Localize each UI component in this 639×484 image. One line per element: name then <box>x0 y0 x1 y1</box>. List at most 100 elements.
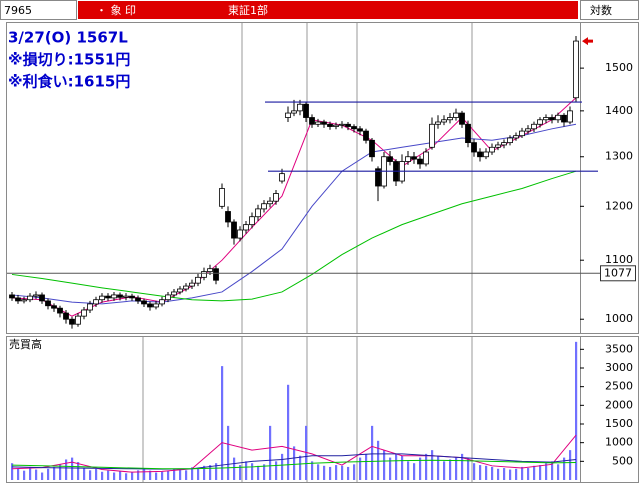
candle-body <box>363 130 369 141</box>
volume-bar <box>155 472 158 480</box>
y-tick-label: 1200 <box>605 199 633 212</box>
volume-bar <box>467 457 470 480</box>
volume-bar <box>11 463 14 480</box>
volume-bar <box>299 455 302 480</box>
volume-bar <box>53 466 56 480</box>
volume-bar <box>305 425 308 480</box>
volume-bar <box>29 466 32 480</box>
candle-body <box>489 146 495 153</box>
candle-body <box>339 123 345 126</box>
candle-body <box>189 282 195 287</box>
volume-bar <box>341 465 344 480</box>
moving-average <box>11 123 577 305</box>
volume-bar <box>371 425 374 480</box>
annotation: ※利食い:1615円 <box>8 73 130 91</box>
volume-bar <box>239 465 242 480</box>
y-tick-label: 500 <box>612 454 633 467</box>
volume-bar <box>449 459 452 480</box>
volume-bar <box>575 341 578 480</box>
candle-body <box>525 128 531 132</box>
volume-bar <box>221 366 224 480</box>
candle-body <box>111 294 117 299</box>
candle-body <box>267 200 273 205</box>
candle-body <box>129 295 135 299</box>
candle-body <box>117 294 123 298</box>
candle-body <box>333 124 339 127</box>
annotation: ※損切り:1551円 <box>8 51 130 69</box>
candle-body <box>141 300 147 305</box>
volume-bar <box>509 469 512 480</box>
volume-bar <box>419 457 422 480</box>
candle-body <box>375 168 381 187</box>
candle-body <box>9 294 15 299</box>
volume-bar <box>263 464 266 480</box>
candle-body <box>45 300 51 307</box>
volume-bar <box>443 461 446 480</box>
volume-bar <box>353 464 356 480</box>
candle-body <box>87 303 93 311</box>
candle-body <box>81 309 87 317</box>
candle-body <box>435 121 441 125</box>
volume-bar <box>485 465 488 480</box>
candle-body <box>99 295 105 301</box>
volume-bar <box>329 466 332 480</box>
candle-body <box>201 271 207 278</box>
candle-body <box>291 110 297 114</box>
volume-bar <box>257 465 260 480</box>
volume-bar <box>245 461 248 480</box>
moving-average <box>11 453 577 470</box>
candle-body <box>219 188 225 207</box>
volume-bar <box>107 470 110 480</box>
candle-body <box>309 117 315 125</box>
candle-body <box>105 295 111 299</box>
volume-bar <box>179 468 182 480</box>
candle-body <box>231 221 237 239</box>
candle-body <box>75 315 81 325</box>
volume-bar <box>251 463 254 480</box>
candle-body <box>567 110 573 123</box>
y-tick-label: 2500 <box>605 380 633 393</box>
volume-bar <box>191 467 194 480</box>
candle-body <box>33 294 39 297</box>
candle-body <box>513 135 519 139</box>
volume-bar <box>479 465 482 480</box>
candle-body <box>429 123 435 148</box>
volume-bar <box>197 468 200 480</box>
volume-bar <box>47 468 50 480</box>
volume-bar <box>101 471 104 480</box>
candle-body <box>165 294 171 301</box>
candle-body <box>207 268 213 272</box>
market: 東証1部 <box>228 3 268 17</box>
candle-body <box>63 312 69 320</box>
volume-bar <box>425 453 428 480</box>
y-tick-label: 1000 <box>605 436 633 449</box>
code-box <box>0 0 77 20</box>
candle-body <box>57 307 63 314</box>
volume-bar <box>323 465 326 480</box>
candle-body <box>159 299 165 305</box>
moving-average <box>11 434 577 473</box>
price-arrow <box>582 37 593 46</box>
volume-bar <box>281 453 284 480</box>
candle-body <box>471 142 477 153</box>
price-marker-box <box>600 265 636 282</box>
candle-body <box>357 128 363 132</box>
candle-body <box>507 137 513 144</box>
volume-bar <box>401 455 404 480</box>
candle-body <box>483 151 489 158</box>
volume-bar <box>491 466 494 480</box>
candle-body <box>417 158 423 165</box>
volume-bar <box>209 465 212 480</box>
volume-bar <box>497 468 500 480</box>
price-marker-label: 1077 <box>604 266 632 279</box>
y-tick-label: 1300 <box>605 150 633 163</box>
y-tick-label: 1400 <box>605 104 633 117</box>
candle-body <box>285 112 291 118</box>
candle-body <box>447 117 453 121</box>
candle-body <box>327 123 333 127</box>
volume-bar <box>365 453 368 480</box>
candle-body <box>423 151 429 165</box>
volume-bar <box>65 459 68 480</box>
volume-bar <box>233 457 236 480</box>
